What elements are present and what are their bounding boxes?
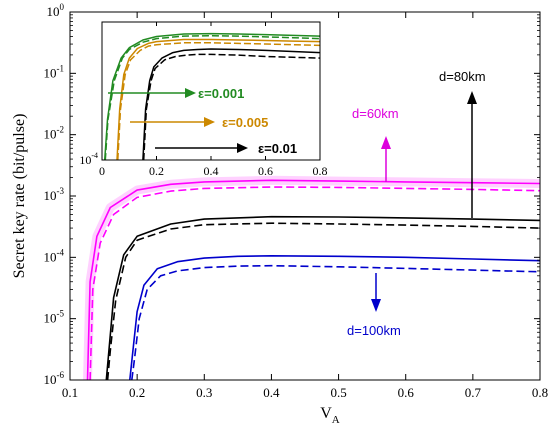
main-chart: 0.1 0.2 0.3 0.4 0.5 0.6 0.7 0.810010-110-210-31… [11,2,548,426]
series-line-4 [117,42,321,161]
x-tick-label: 0.4 [204,164,219,178]
annotation-d80: d=80km [439,69,486,218]
y-axis-label: Secret key rate (bit/pulse) [11,114,28,279]
series-line-5 [129,255,541,381]
annotation-d60: d=60km [352,106,399,182]
y-tick-label: 10-4 [44,247,65,264]
series-line-3 [105,215,541,381]
y-tick-base: 10 [44,127,57,142]
y-tick-label: 100 [47,2,65,19]
arrow-d100-head [371,299,381,312]
x-axis-label-sub: A [332,414,340,426]
x-tick-label: 0.4 [263,385,280,400]
y-tick-label: 10-1 [44,63,65,80]
annotation-eps-001-label: ε=0.01 [258,141,297,156]
arrow-eps-001-head [237,143,248,153]
y-tick-exponent: -4 [57,247,65,257]
annotation-d80-label: d=80km [439,69,486,84]
arrow-d80-head [467,91,477,104]
x-tick-label: 0.1 [62,385,78,400]
y-tick-label: 10-4 [79,151,98,167]
annotation-eps-0001-label: ε=0.001 [198,86,244,101]
main-axes-frame [69,11,541,381]
x-axis-label: VA [320,405,340,426]
series-line-1 [86,179,541,381]
y-tick-exponent: -2 [57,125,65,135]
annotation-eps-0005-label: ε=0.005 [222,115,268,130]
series-line-6 [131,264,541,381]
x-tick-label: 0.2 [149,164,164,178]
inset-chart: 0 0.2 0.4 0.6 0.8 10-4 ε=0.001 ε=0.005 ε=0.01 [79,21,328,178]
y-tick-base: 10 [44,188,57,203]
y-tick-base: 10 [47,4,60,19]
y-tick-label: 10-6 [44,370,65,387]
y-tick-exponent: -4 [91,151,98,160]
annotation-d100: d=100km [347,273,401,338]
x-tick-label: 0.8 [532,385,548,400]
y-tick-base: 10 [44,65,57,80]
y-tick-label: 10-2 [44,125,65,142]
y-tick-base: 10 [44,372,57,387]
y-tick-exponent: -6 [57,370,65,380]
annotation-d60-label: d=60km [352,106,399,121]
series-line-3 [116,38,321,161]
series-line-5 [142,48,321,161]
y-tick-base: 10 [79,153,91,167]
y-tick-base: 10 [44,249,57,264]
y-tick-exponent: -5 [57,309,65,319]
annotation-d100-label: d=100km [347,323,401,338]
x-tick-label: 0.2 [129,385,145,400]
x-tick-label: 0.8 [313,164,328,178]
annotation-eps-0005: ε=0.005 [130,115,268,130]
x-tick-label: 0 [99,164,105,178]
inset-axes-frame [101,21,321,161]
y-tick-exponent: 0 [60,2,65,12]
x-tick-label: 0.3 [196,385,212,400]
y-tick-base: 10 [44,311,57,326]
main-tick-labels: 0.1 0.2 0.3 0.4 0.5 0.6 0.7 0.810010-110-210-31… [44,2,549,400]
annotation-eps-0001: ε=0.001 [108,86,244,101]
series-line-2 [104,34,321,161]
y-tick-exponent: -3 [57,186,65,196]
x-axis-label-main: V [320,405,332,422]
y-tick-exponent: -1 [57,63,65,73]
y-tick-label: 10-5 [44,309,65,326]
x-tick-label: 0.5 [330,385,346,400]
annotation-eps-001: ε=0.01 [155,141,297,156]
y-tick-label: 10-3 [44,186,65,203]
arrow-eps-0005-head [204,117,215,127]
inset-plot-area [101,22,321,161]
arrow-d60-head [381,136,391,149]
x-tick-label: 0.6 [398,385,415,400]
series-line-4 [106,222,541,381]
x-tick-label: 0.6 [258,164,273,178]
x-tick-label: 0.7 [465,385,482,400]
inset-tick-labels: 0 0.2 0.4 0.6 0.8 10-4 [79,151,327,178]
arrow-eps-0001-head [185,88,196,98]
series-line-1 [103,32,321,161]
